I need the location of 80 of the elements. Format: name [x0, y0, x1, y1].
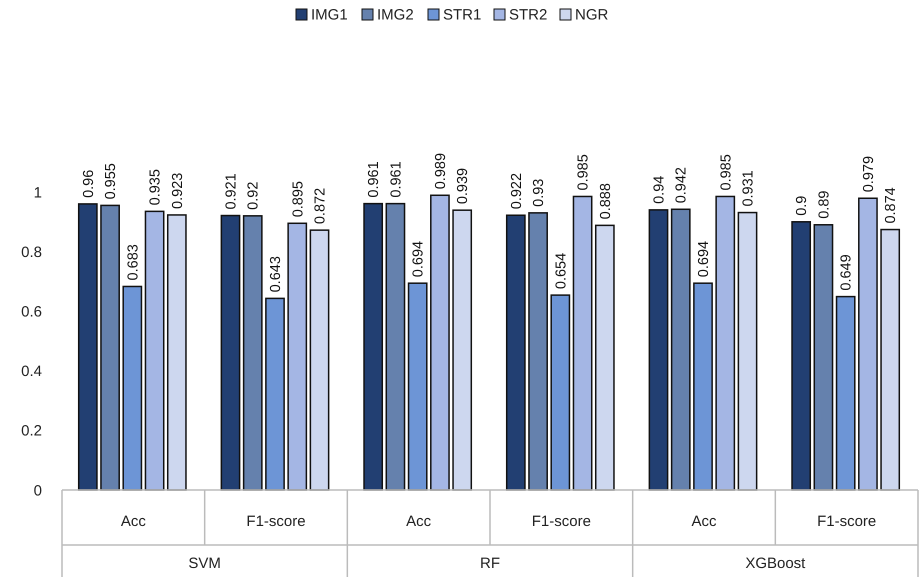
data-label: 0.931 [740, 170, 757, 207]
legend-label: STR1 [443, 6, 482, 24]
bar [572, 196, 592, 491]
data-label: 0.9 [794, 196, 810, 216]
data-label: 0.895 [290, 180, 306, 218]
data-label: 0.94 [651, 176, 668, 204]
bar [386, 202, 406, 491]
data-label: 0.654 [553, 252, 570, 290]
bar [122, 286, 142, 491]
bar [100, 204, 120, 491]
x-tick-label: Acc [120, 513, 146, 530]
x-tick-label: F1-score [817, 513, 876, 530]
bar [594, 224, 615, 491]
y-tick-label: 0.4 [21, 363, 42, 380]
text: RF [480, 555, 500, 572]
bar [220, 214, 240, 491]
y-tick-label: 0.2 [21, 422, 42, 440]
bar [287, 222, 308, 491]
bar [242, 215, 263, 491]
bar [265, 298, 285, 491]
x-tick-label: Acc [406, 513, 432, 530]
legend-label: IMG1 [311, 6, 348, 24]
bar [78, 203, 98, 491]
data-label: 0.989 [432, 152, 449, 190]
data-label: 0.935 [148, 169, 164, 206]
legend-label: NGR [575, 6, 608, 24]
x-tick-label: F1-score [532, 513, 591, 530]
bar [363, 202, 384, 491]
bar [550, 294, 570, 491]
data-label: 0.961 [366, 161, 382, 198]
data-label: 0.643 [268, 256, 284, 292]
y-tick-label: 0.6 [21, 303, 42, 320]
data-label: 0.939 [455, 168, 472, 204]
data-label: 0.89 [816, 190, 832, 219]
data-label: 0.985 [576, 154, 592, 190]
bar [648, 209, 668, 491]
bar [452, 209, 472, 491]
bar [693, 282, 713, 491]
y-tick-label: 1 [34, 184, 42, 202]
data-label: 0.923 [170, 172, 186, 209]
data-label: 0.683 [125, 244, 142, 280]
bar [836, 296, 856, 491]
x-tick-label: Acc [691, 513, 717, 530]
data-label: 0.922 [508, 172, 525, 210]
bar [858, 198, 878, 491]
bar [144, 210, 164, 491]
data-label: 0.694 [696, 240, 712, 278]
y-tick-label: 0 [34, 482, 42, 500]
data-label: 0.979 [860, 156, 877, 192]
bar [528, 212, 548, 491]
bar [738, 212, 758, 491]
data-label: 0.955 [103, 163, 120, 200]
bar [408, 282, 428, 491]
bar [715, 196, 736, 491]
data-label: 0.921 [223, 173, 240, 210]
data-label: 0.872 [312, 188, 329, 224]
bar [814, 224, 834, 491]
text: XGBoost [745, 555, 806, 572]
data-label: 0.92 [246, 182, 262, 210]
data-label: 0.93 [531, 178, 548, 207]
y-tick-label: 0.8 [21, 244, 42, 261]
bar [166, 214, 187, 491]
data-label: 0.942 [674, 166, 690, 204]
data-label: 0.888 [598, 183, 614, 220]
bar [670, 208, 691, 491]
legend-label: STR2 [509, 6, 548, 24]
x-tick-label: F1-score [246, 513, 306, 530]
bar [310, 229, 330, 491]
legend-label: IMG2 [377, 6, 414, 24]
data-label: 0.96 [80, 170, 97, 198]
text: SVM [188, 555, 221, 572]
bar [430, 194, 450, 491]
data-label: 0.874 [883, 187, 900, 224]
data-label: 0.649 [838, 254, 855, 291]
bar [506, 214, 526, 491]
bar [880, 228, 900, 491]
bar [791, 221, 812, 491]
data-label: 0.961 [388, 161, 404, 198]
data-label: 0.985 [718, 154, 734, 190]
data-label: 0.694 [410, 240, 427, 278]
